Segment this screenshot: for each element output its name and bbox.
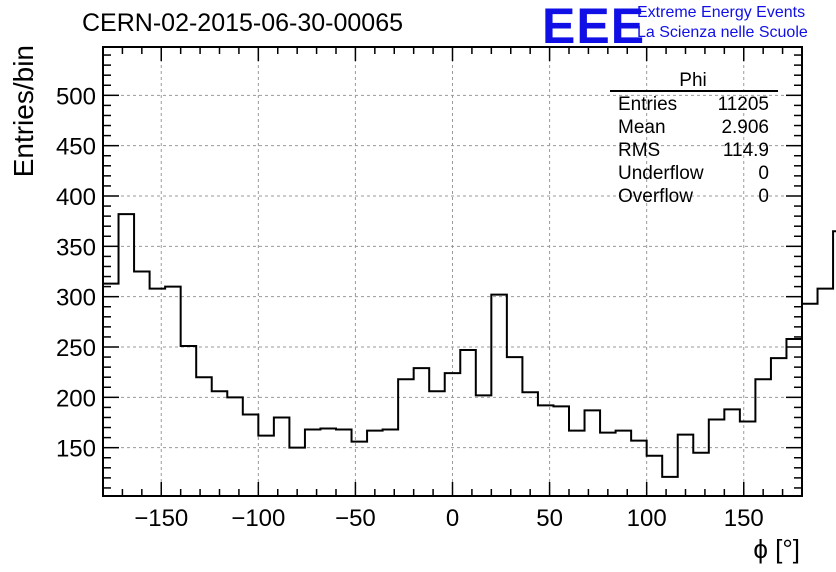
logo-text-line1: Extreme Energy Events [637, 4, 806, 21]
x-axis-label: ϕ [°] [753, 534, 800, 564]
eee-logo: EEE [542, 0, 646, 54]
stats-label: Overflow [618, 186, 693, 207]
stats-label: Mean [618, 117, 666, 138]
x-tick-label: 50 [536, 505, 563, 532]
chart-title: CERN-02-2015-06-30-00065 [82, 9, 404, 37]
x-tick-label: 100 [627, 505, 667, 532]
y-tick-label: 450 [56, 134, 96, 161]
grid-lines [103, 47, 802, 496]
y-tick-label: 350 [56, 234, 96, 261]
stats-box-title: Phi [679, 70, 706, 91]
stats-box-rows: Entries 11205 Mean 2.906 RMS 114.9 Underflow 0 O… [618, 94, 769, 207]
x-tick-label: 0 [446, 505, 459, 532]
y-tick-label: 300 [56, 285, 96, 312]
y-tick-label: 200 [56, 385, 96, 412]
stats-label: RMS [618, 140, 660, 161]
stats-value: 0 [758, 163, 769, 184]
stats-value: 0 [758, 186, 769, 207]
x-tick-label: 150 [724, 505, 764, 532]
stats-label: Underflow [618, 163, 704, 184]
x-tick-label: −100 [231, 505, 285, 532]
x-tick-label: −150 [134, 505, 188, 532]
logo-text-line2: La Scienza nelle Scuole [637, 24, 808, 41]
histogram-line [103, 213, 836, 478]
stats-value: 2.906 [721, 117, 769, 138]
y-tick-label: 150 [56, 436, 96, 463]
y-axis-label: Entries/bin [8, 45, 39, 177]
y-tick-label: 400 [56, 184, 96, 211]
axis-ticks [102, 47, 803, 496]
stats-label: Entries [618, 94, 677, 115]
y-tick-label: 500 [56, 83, 96, 110]
y-tick-label: 250 [56, 335, 96, 362]
x-tick-label: −50 [335, 505, 376, 532]
stats-value: 114.9 [723, 140, 769, 161]
stats-box: Phi Entries 11205 Mean 2.906 RMS 114.9 Underfl… [610, 70, 778, 207]
stats-value: 11205 [718, 94, 769, 115]
axis-tick-labels: −150 −100 −50 0 50 100 150 150 200 250 300 350 400 45… [56, 83, 764, 532]
